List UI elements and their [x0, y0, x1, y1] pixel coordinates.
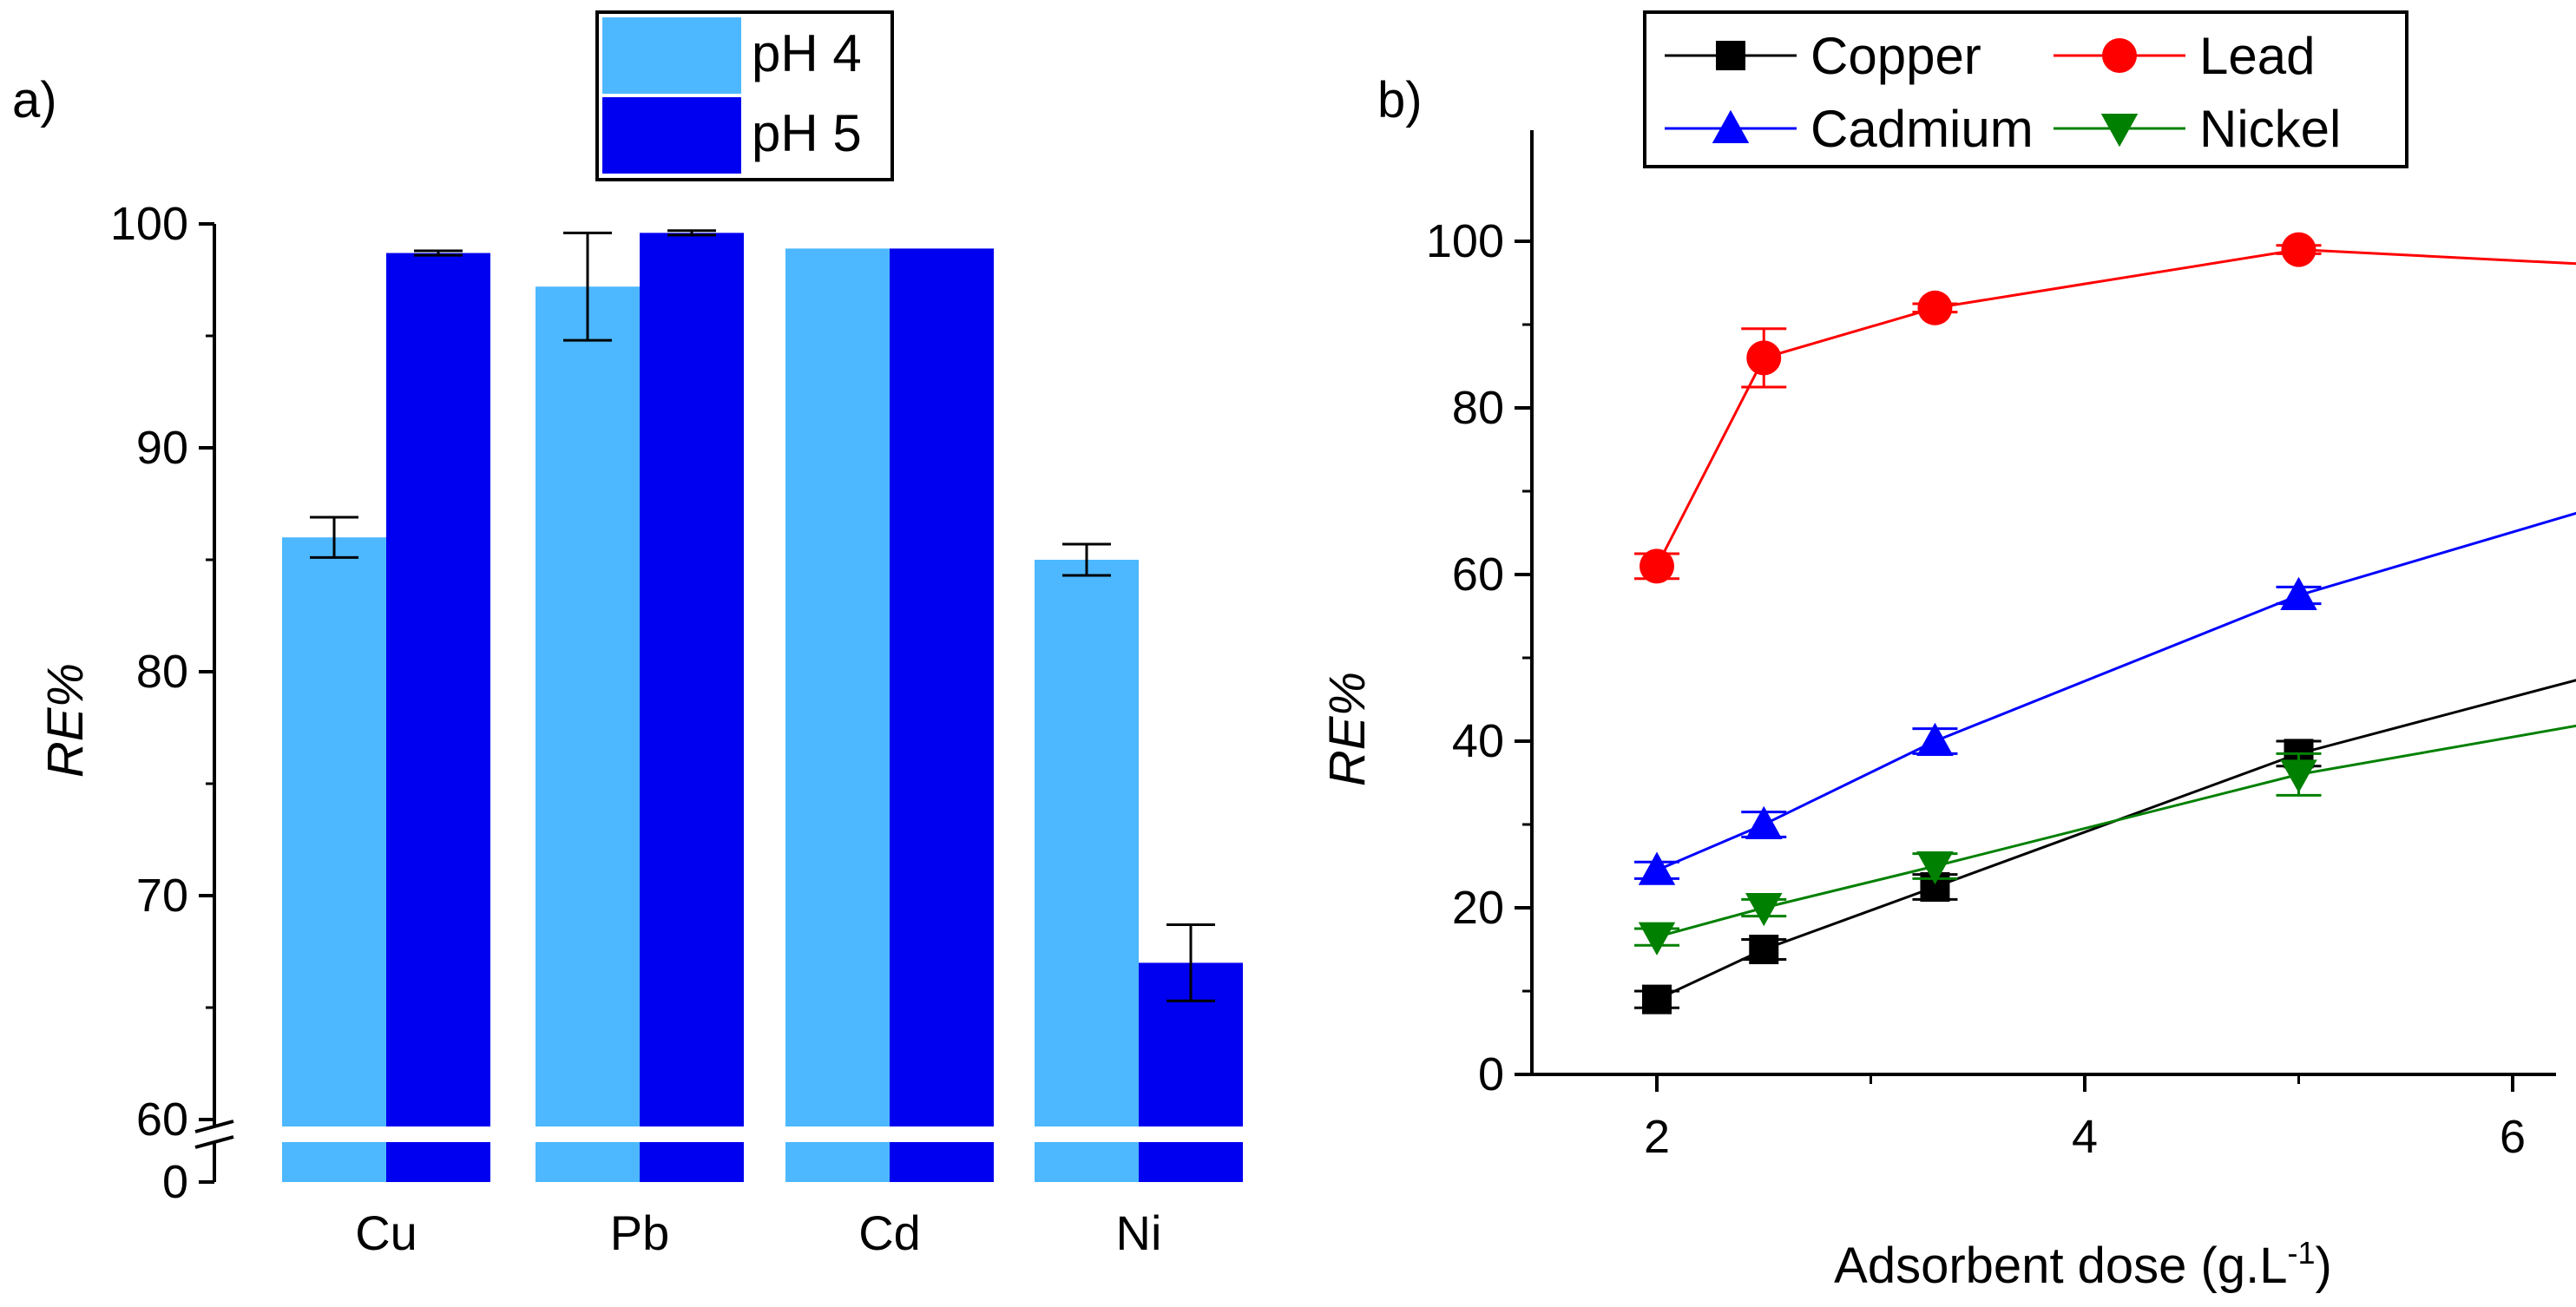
panel-b-axes: 020406080100246810 [1426, 130, 2556, 1163]
legend-label: Cadmium [1810, 100, 2034, 158]
y-tick-label: 100 [110, 198, 188, 250]
y-tick-label: 20 [1452, 882, 1504, 934]
panel-b-series [1634, 232, 2576, 1015]
y-tick-label: 0 [1478, 1048, 1504, 1100]
x-category-label: Ni [1116, 1205, 1162, 1260]
series-line-lead [1655, 248, 2576, 568]
legend-marker-copper [1716, 41, 1745, 70]
legend-label: pH 4 [752, 24, 862, 82]
bar-pH5-Pb [640, 233, 744, 1182]
legend-swatch-pH5 [602, 97, 741, 174]
y-tick-label: 70 [136, 870, 188, 922]
x-axis-label-superscript: -1 [2288, 1235, 2316, 1271]
x-category-label: Pb [610, 1205, 670, 1260]
data-point-cadmium [1638, 851, 1676, 885]
panel-a-label: a) [12, 72, 57, 128]
legend-marker-lead [2102, 38, 2137, 73]
panel-a-bars [206, 229, 1273, 1182]
data-point-nickel [1745, 893, 1783, 927]
x-category-label: Cu [355, 1205, 417, 1260]
panel-b-x-axis-label: Adsorbent dose (g.L-1) [1834, 1235, 2332, 1294]
data-point-lead [1640, 548, 1674, 584]
x-axis-label-main: Adsorbent dose (g.L [1834, 1238, 2287, 1294]
y-tick-label: 80 [136, 646, 188, 698]
panel-a: a) 60 70 80 90 100 0 Cu Pb Cd Ni RE% pH 4 pH 5 [12, 10, 1273, 1260]
bar-pH4-Cu [282, 537, 386, 1182]
series-line-nickel [1656, 724, 2576, 939]
legend-swatch-pH4 [602, 17, 741, 94]
x-tick-label: 6 [2500, 1111, 2526, 1163]
panel-a-legend: pH 4 pH 5 [595, 10, 894, 181]
legend-marker-cadmium [1712, 109, 1750, 143]
y-tick-label: 60 [1452, 548, 1504, 601]
legend-label: Lead [2199, 27, 2315, 85]
panel-b-y-axis-label: RE% [1319, 672, 1376, 786]
axis-break-slash [194, 1135, 234, 1149]
data-point-cadmium [1745, 805, 1783, 839]
y-tick-label: 90 [136, 422, 188, 474]
x-tick-label: 2 [1644, 1111, 1670, 1163]
panel-a-axes: 60 70 80 90 100 0 Cu Pb Cd Ni [110, 198, 1162, 1260]
series-line-copper [1656, 679, 2576, 1001]
axis-break-slash [194, 1120, 234, 1133]
series-lead [1634, 232, 2576, 584]
data-point-cadmium [2280, 576, 2317, 610]
series-nickel [1634, 724, 2576, 956]
series-line-cadmium [1656, 511, 2576, 872]
data-point-lead [1746, 340, 1782, 376]
x-axis-label-close: ) [2316, 1238, 2332, 1294]
y-tick-label: 80 [1452, 382, 1504, 434]
data-point-cadmium [1916, 722, 1954, 756]
axis-break-gap [206, 1126, 1273, 1142]
y-tick-label: 0 [162, 1156, 188, 1208]
bar-pH4-Cd [785, 248, 890, 1182]
y-tick-label: 60 [136, 1094, 188, 1146]
data-point-lead [1917, 290, 1953, 325]
legend-marker-nickel [2100, 114, 2139, 148]
x-tick-label: 4 [2072, 1111, 2098, 1163]
x-category-label: Cd [858, 1205, 921, 1260]
panel-b-legend: Copper Lead Cadmium Nickel [1643, 10, 2408, 168]
data-point-nickel [2280, 759, 2317, 793]
data-point-nickel [1638, 922, 1676, 956]
panel-b-label: b) [1377, 72, 1423, 128]
y-tick-label: 100 [1426, 215, 1504, 267]
data-point-lead [2281, 232, 2316, 267]
legend-label: pH 5 [752, 104, 862, 162]
bar-pH4-Pb [536, 286, 640, 1182]
data-point-nickel [1916, 851, 1954, 885]
bar-pH4-Ni [1035, 560, 1139, 1182]
legend-label: Copper [1810, 27, 1981, 85]
series-copper [1634, 679, 2576, 1015]
panel-a-y-axis-label: RE% [37, 663, 94, 778]
legend-box [1643, 10, 2408, 168]
data-point-copper [1749, 935, 1779, 964]
series-cadmium [1634, 511, 2576, 885]
bar-pH5-Cu [386, 253, 490, 1182]
y-tick-label: 40 [1452, 715, 1504, 767]
bar-pH5-Cd [890, 248, 994, 1182]
panel-b: b) 020406080100246810 RE% Adsorbent dose… [1319, 10, 2576, 1294]
legend-label: Nickel [2199, 100, 2341, 158]
data-point-copper [1642, 984, 1672, 1015]
